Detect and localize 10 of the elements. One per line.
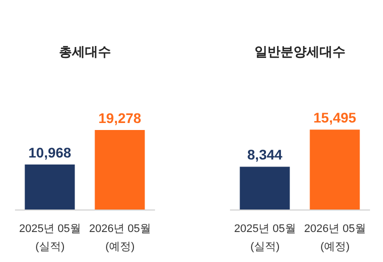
x-tick-label: 2026년 05월 (예정) <box>304 223 366 253</box>
chart-title: 총세대수 <box>58 43 112 61</box>
data-label: 8,344 <box>247 146 283 163</box>
data-label: 15,495 <box>313 110 356 126</box>
chart-title: 일반분양세대수 <box>254 43 346 61</box>
x-tick-label: 2025년 05월 (실적) <box>19 223 81 253</box>
x-tick-label: 2025년 05월 (실적) <box>234 223 296 253</box>
x-tick-label: 2026년 05월 (예정) <box>89 223 151 253</box>
data-label: 10,968 <box>28 144 72 160</box>
data-label: 19,278 <box>98 110 142 126</box>
